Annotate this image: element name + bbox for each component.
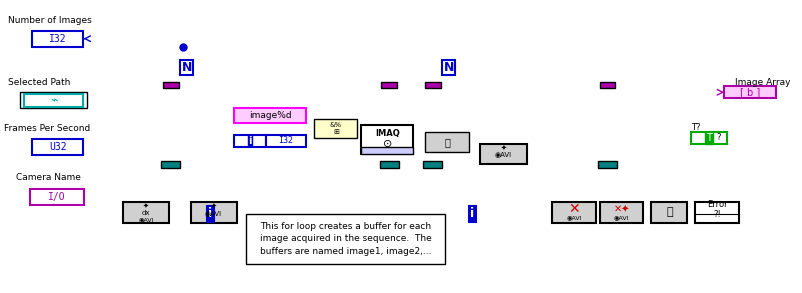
Text: [ b ]: [ b ] xyxy=(739,87,759,97)
Text: ◉AVI: ◉AVI xyxy=(138,217,154,222)
Text: Number of Images: Number of Images xyxy=(8,16,91,25)
Text: This for loop creates a buffer for each
image acquired in the sequence.  The
buf: This for loop creates a buffer for each … xyxy=(259,222,431,256)
FancyBboxPatch shape xyxy=(123,202,169,223)
FancyBboxPatch shape xyxy=(175,48,385,227)
FancyBboxPatch shape xyxy=(432,47,607,229)
FancyBboxPatch shape xyxy=(694,202,738,223)
FancyBboxPatch shape xyxy=(234,135,265,146)
FancyBboxPatch shape xyxy=(32,139,83,155)
FancyBboxPatch shape xyxy=(361,146,412,154)
Text: I/O: I/O xyxy=(48,192,66,202)
Text: Camera Name: Camera Name xyxy=(16,173,81,182)
FancyBboxPatch shape xyxy=(265,135,306,146)
Text: N: N xyxy=(181,61,192,74)
Text: ⌁: ⌁ xyxy=(51,94,58,107)
FancyBboxPatch shape xyxy=(20,92,87,108)
Text: Image Array: Image Array xyxy=(734,78,789,86)
Text: Error
?!: Error ?! xyxy=(706,200,727,219)
Text: I32: I32 xyxy=(49,34,67,44)
FancyBboxPatch shape xyxy=(436,48,603,227)
FancyBboxPatch shape xyxy=(171,47,389,229)
FancyBboxPatch shape xyxy=(551,202,595,223)
Text: ✕✦: ✕✦ xyxy=(613,205,630,214)
Text: IMAQ: IMAQ xyxy=(375,129,399,138)
FancyBboxPatch shape xyxy=(161,161,180,168)
FancyBboxPatch shape xyxy=(314,119,357,138)
Text: i: i xyxy=(248,136,252,146)
Text: i: i xyxy=(470,207,474,220)
Text: Selected Path: Selected Path xyxy=(8,78,71,86)
Text: image%d: image%d xyxy=(249,111,291,120)
Text: ?: ? xyxy=(715,133,720,142)
FancyBboxPatch shape xyxy=(650,202,686,223)
Text: &%
⊞: &% ⊞ xyxy=(330,122,342,134)
Text: ◉AVI: ◉AVI xyxy=(565,215,581,221)
Text: ✕: ✕ xyxy=(568,202,579,217)
FancyBboxPatch shape xyxy=(24,94,83,107)
FancyBboxPatch shape xyxy=(690,132,726,144)
FancyBboxPatch shape xyxy=(379,161,398,168)
Text: ✦
◉AVI: ✦ ◉AVI xyxy=(494,144,512,157)
FancyBboxPatch shape xyxy=(30,189,84,205)
FancyBboxPatch shape xyxy=(424,82,440,88)
Text: 🎞: 🎞 xyxy=(444,137,449,147)
FancyBboxPatch shape xyxy=(163,82,179,88)
FancyBboxPatch shape xyxy=(190,202,237,223)
Text: ✦
◉AVI: ✦ ◉AVI xyxy=(205,203,222,216)
Text: ✦
dx: ✦ dx xyxy=(142,203,150,216)
FancyBboxPatch shape xyxy=(599,202,642,223)
FancyBboxPatch shape xyxy=(424,132,468,152)
FancyBboxPatch shape xyxy=(361,125,412,154)
Text: Frames Per Second: Frames Per Second xyxy=(4,125,90,133)
Text: U32: U32 xyxy=(49,142,67,152)
Text: 🗑: 🗑 xyxy=(666,207,672,217)
FancyBboxPatch shape xyxy=(246,214,444,264)
FancyBboxPatch shape xyxy=(480,144,526,164)
Text: I32: I32 xyxy=(278,136,293,145)
FancyBboxPatch shape xyxy=(599,82,614,88)
FancyBboxPatch shape xyxy=(32,31,83,47)
Text: i: i xyxy=(209,207,213,220)
Text: T: T xyxy=(706,133,711,143)
Text: N: N xyxy=(443,61,453,74)
FancyBboxPatch shape xyxy=(381,82,397,88)
FancyBboxPatch shape xyxy=(423,161,442,168)
FancyBboxPatch shape xyxy=(597,161,616,168)
FancyBboxPatch shape xyxy=(234,108,306,123)
FancyBboxPatch shape xyxy=(723,86,775,98)
Text: ◉AVI: ◉AVI xyxy=(614,215,629,221)
Text: ⊙: ⊙ xyxy=(383,139,391,149)
Text: T?: T? xyxy=(690,123,699,132)
